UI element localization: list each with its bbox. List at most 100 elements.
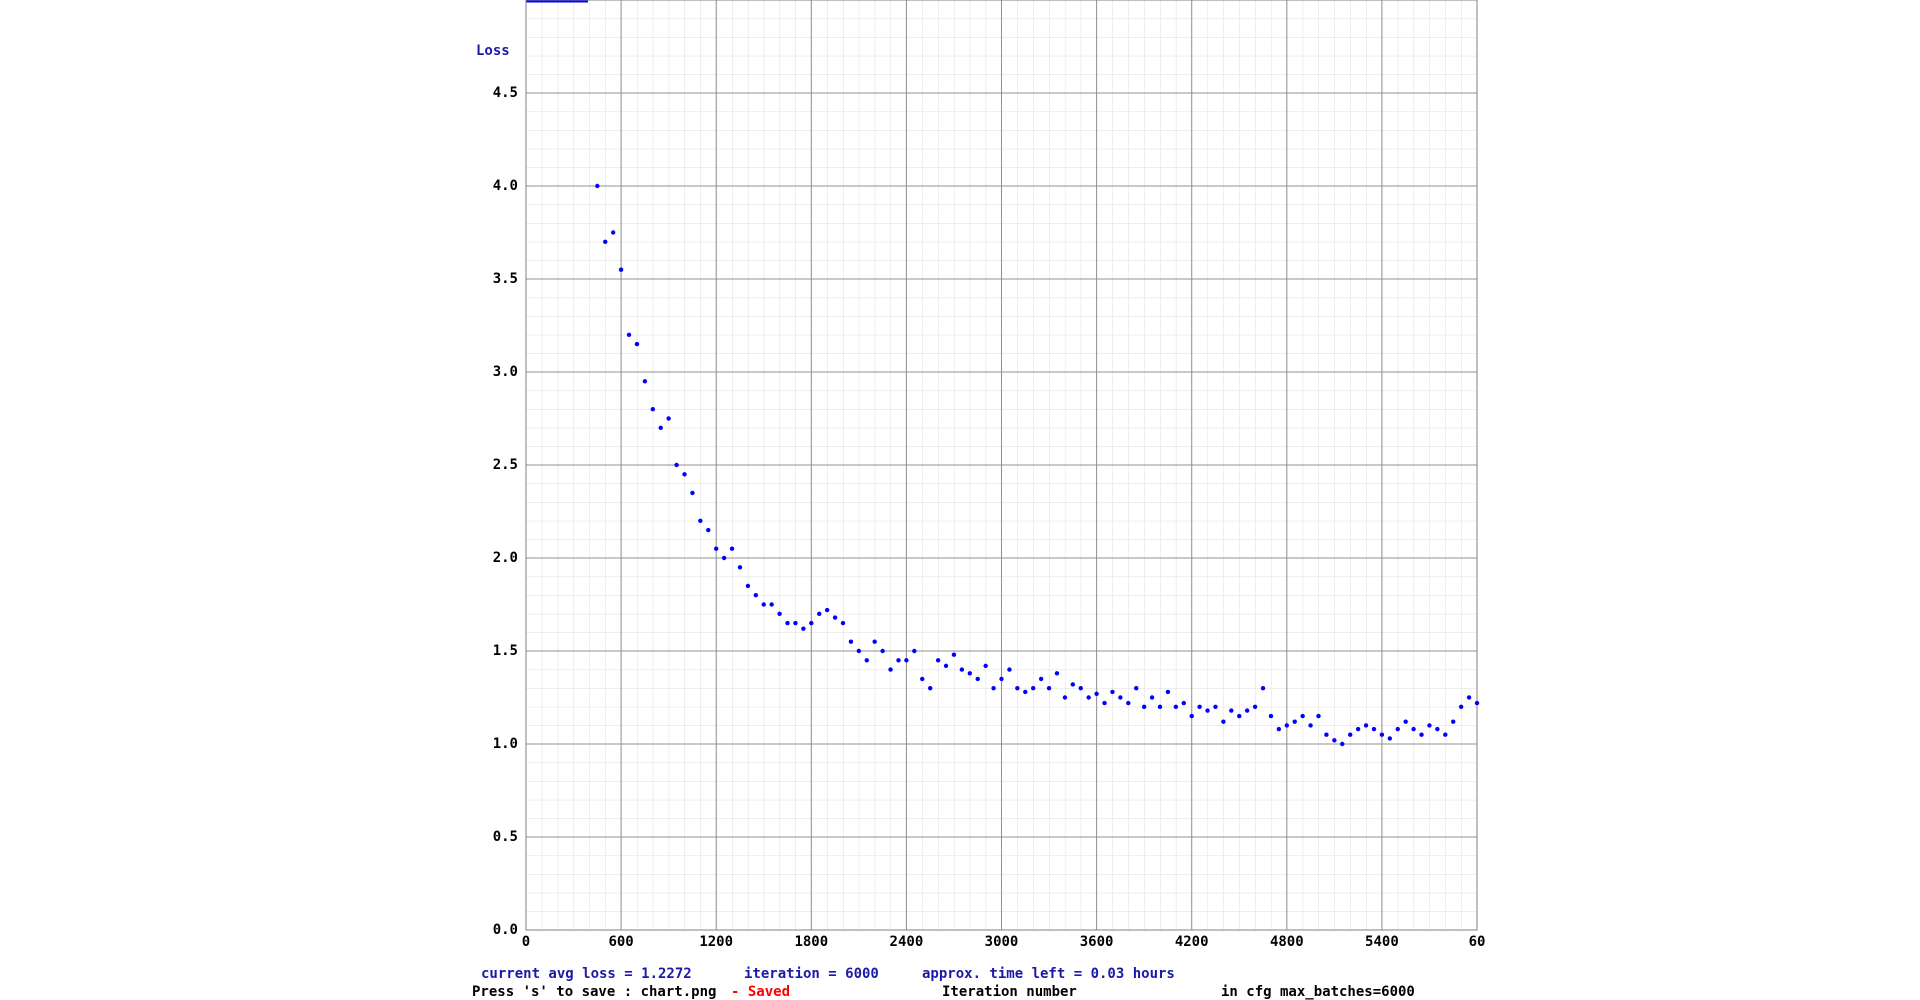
point xyxy=(1300,713,1305,719)
point xyxy=(1244,708,1250,713)
status-loss: current avg loss = 1.2272 xyxy=(481,966,692,982)
x-axis-label: Iteration number xyxy=(942,984,1077,1000)
point xyxy=(1094,691,1099,696)
point xyxy=(610,230,616,235)
point xyxy=(983,663,988,669)
x-tick-label: 4800 xyxy=(1270,934,1304,950)
point xyxy=(1165,689,1171,695)
point xyxy=(737,565,743,570)
x-tick-label: 1800 xyxy=(794,934,828,950)
point xyxy=(927,686,933,691)
point xyxy=(626,332,632,337)
point xyxy=(824,607,830,613)
y-axis-label: Loss xyxy=(476,43,510,59)
point xyxy=(967,671,972,676)
point xyxy=(1252,704,1258,709)
y-tick-label: 4.0 xyxy=(493,178,518,194)
point xyxy=(1023,689,1028,695)
point xyxy=(904,658,909,663)
point xyxy=(1205,708,1210,713)
point xyxy=(1110,689,1115,695)
y-tick-label: 2.0 xyxy=(493,550,518,566)
point xyxy=(1387,736,1393,741)
point xyxy=(832,615,838,620)
point xyxy=(999,676,1004,682)
point xyxy=(1371,726,1377,732)
point xyxy=(1276,726,1282,732)
point xyxy=(1157,704,1163,709)
save-hint: Press 's' to save : chart.png xyxy=(472,984,716,1000)
point xyxy=(1348,732,1353,737)
point xyxy=(595,183,600,189)
y-tick-label: 2.5 xyxy=(493,457,518,473)
status-time: approx. time left = 0.03 hours xyxy=(922,966,1175,982)
point xyxy=(1466,695,1472,700)
point xyxy=(603,239,608,244)
point xyxy=(1260,686,1266,691)
x-tick-label: 60 xyxy=(1469,934,1486,950)
y-tick-label: 3.0 xyxy=(493,364,518,380)
point xyxy=(1451,719,1456,724)
config-note: in cfg max_batches=6000 xyxy=(1221,984,1415,1000)
point xyxy=(618,267,624,272)
point xyxy=(1229,708,1234,713)
x-tick-label: 600 xyxy=(608,934,633,950)
point xyxy=(666,416,671,421)
point xyxy=(991,686,996,691)
point xyxy=(1181,700,1186,706)
point xyxy=(729,546,735,551)
status-iteration: iteration = 6000 xyxy=(744,966,879,982)
point xyxy=(1340,741,1345,747)
point xyxy=(1284,723,1290,728)
point xyxy=(856,648,862,654)
point xyxy=(650,407,655,412)
point xyxy=(753,593,759,598)
y-tick-label: 1.5 xyxy=(493,643,518,659)
point xyxy=(745,583,751,589)
point xyxy=(840,620,846,626)
point xyxy=(872,639,877,644)
point xyxy=(1443,732,1448,737)
point xyxy=(1268,713,1274,719)
point xyxy=(682,472,687,477)
point xyxy=(1292,719,1297,724)
point xyxy=(801,626,806,631)
point xyxy=(1070,682,1076,687)
point xyxy=(1046,686,1052,691)
point xyxy=(848,639,854,644)
point xyxy=(1411,726,1416,732)
point xyxy=(714,546,719,551)
point xyxy=(1355,726,1361,732)
point xyxy=(1332,738,1337,743)
point xyxy=(975,676,980,682)
x-tick-label: 0 xyxy=(522,934,530,950)
point xyxy=(1149,695,1155,700)
point xyxy=(785,620,790,626)
point xyxy=(809,620,814,626)
point xyxy=(1458,704,1464,709)
point xyxy=(1078,686,1083,691)
point xyxy=(1221,719,1226,724)
y-tick-label: 3.5 xyxy=(493,271,518,287)
point xyxy=(1395,726,1400,732)
point xyxy=(1086,695,1091,700)
x-tick-label: 3000 xyxy=(985,934,1019,950)
point xyxy=(1126,700,1131,706)
point xyxy=(943,663,949,669)
point xyxy=(1474,700,1480,706)
x-tick-label: 5400 xyxy=(1365,934,1399,950)
point xyxy=(1435,726,1440,732)
point xyxy=(880,648,885,654)
point xyxy=(1197,704,1202,709)
point xyxy=(896,658,901,663)
point xyxy=(864,658,869,663)
x-tick-label: 3600 xyxy=(1080,934,1114,950)
point xyxy=(1015,686,1020,691)
point xyxy=(698,518,703,523)
point xyxy=(1173,704,1179,709)
point xyxy=(769,602,774,607)
y-tick-label: 0.0 xyxy=(493,922,518,938)
point xyxy=(721,555,727,561)
